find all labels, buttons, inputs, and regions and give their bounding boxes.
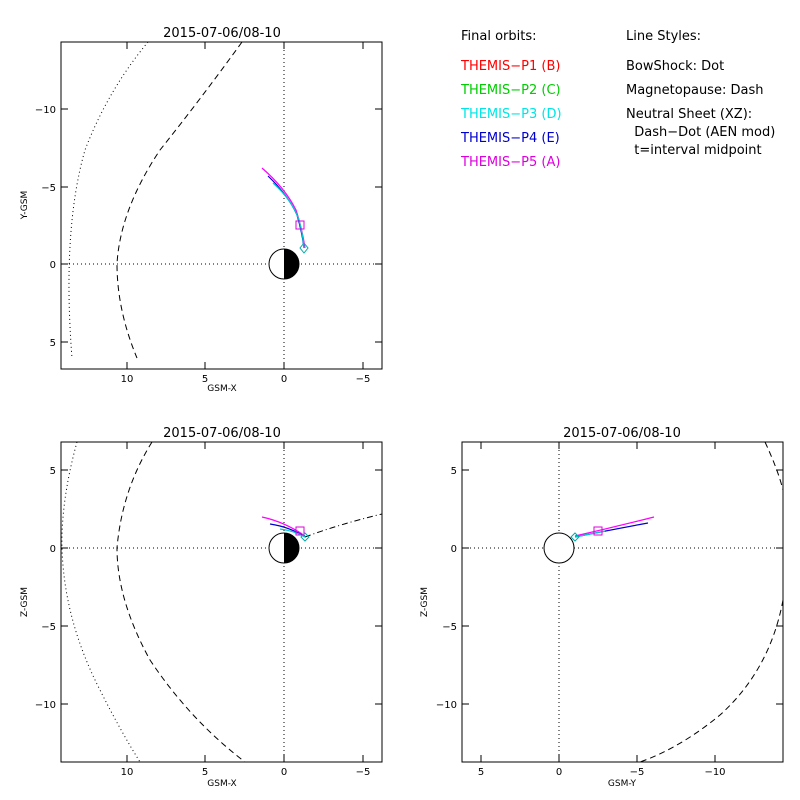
panel-xz-xlabel: GSM-X: [207, 779, 236, 789]
magnetopause-line: [639, 599, 784, 763]
panel-xy-ytick: −5: [41, 183, 56, 194]
neutral-sheet-line: [304, 513, 383, 538]
panel-xz-ytick: −10: [35, 700, 56, 711]
panel-yz-xlabel: GSM-Y: [608, 779, 637, 789]
orbit-p3: [279, 528, 306, 538]
panel-yz-xtick: −5: [630, 767, 645, 778]
bow-shock-line: [68, 41, 149, 359]
orbit-p5: [261, 516, 306, 537]
earth-night-side: [284, 533, 299, 563]
legend-probe-p4: THEMIS−P4 (E): [460, 131, 560, 146]
legend-orbits-heading: Final orbits:: [461, 29, 537, 44]
panel-xy-xtick: 5: [202, 374, 208, 385]
panel-yz-xtick: 0: [556, 767, 562, 778]
panel-yz-title: 2015-07-06/08-10: [563, 426, 681, 441]
legend-probe-p5: THEMIS−P5 (A): [460, 155, 560, 170]
panel-xy-ylabel: Y-GSM: [20, 191, 30, 220]
panel-xz-xtick: 5: [202, 767, 208, 778]
probe-p3-marker: [299, 242, 309, 254]
panel-xy-ytick: 0: [50, 260, 56, 271]
panel-xy: 2015-07-06/08-10 10 5 0 −5 −10 −5 0 5 GS…: [20, 26, 383, 394]
panel-yz-frame: [461, 441, 784, 763]
probe-p3-marker: [300, 532, 310, 542]
panel-xy-ytick: −10: [35, 105, 56, 116]
earth-night-side: [284, 249, 299, 279]
panel-xz-xtick: 10: [121, 767, 134, 778]
panel-xy-xtick: 10: [121, 374, 134, 385]
panel-yz-ytick: −5: [442, 622, 457, 633]
probe-p3-marker: [570, 532, 580, 542]
orbit-p5: [574, 516, 655, 537]
panel-xy-xtick: −5: [356, 374, 371, 385]
orbit-p3: [574, 530, 606, 538]
panel-xy-ytick: 5: [50, 338, 56, 349]
magnetopause-line: [764, 441, 784, 491]
panel-xz: 2015-07-06/08-10 10 5 0 −5 5 0 −5 −10 GS…: [20, 426, 383, 789]
panel-xz-xtick: −5: [356, 767, 371, 778]
orbit-p3: [272, 182, 305, 249]
legend-style-magnetopause: Magnetopause: Dash: [626, 83, 763, 98]
panel-yz-ylabel: Z-GSM: [420, 587, 430, 617]
panel-xy-xtick: 0: [281, 374, 287, 385]
legend-probe-p2: THEMIS−P2 (C): [460, 83, 561, 98]
panel-xy-frame: [60, 41, 383, 370]
panel-yz-ytick: 5: [451, 466, 457, 477]
panel-yz-ticks: [462, 442, 783, 762]
legend-style-midpoint: t=interval midpoint: [626, 143, 762, 158]
panel-yz-ytick: 0: [451, 544, 457, 555]
panel-xy-xlabel: GSM-X: [207, 384, 236, 394]
panel-xz-title: 2015-07-06/08-10: [163, 426, 281, 441]
probe-p5-marker: [593, 526, 603, 536]
bow-shock-line: [61, 441, 141, 763]
panel-xz-ytick: 0: [50, 544, 56, 555]
orbit-p4: [267, 175, 305, 249]
legend-style-bowshock: BowShock: Dot: [626, 59, 724, 74]
probe-p5-marker: [295, 526, 305, 536]
earth-icon: [543, 532, 575, 564]
panel-xz-frame: [60, 441, 383, 763]
legend: Final orbits: THEMIS−P1 (B) THEMIS−P2 (C…: [460, 29, 775, 170]
legend-style-dash-dot: Dash−Dot (AEN mod): [626, 125, 775, 140]
panel-xz-ytick: −5: [41, 622, 56, 633]
panel-xy-title: 2015-07-06/08-10: [163, 26, 281, 41]
panel-yz-xtick: −10: [704, 767, 725, 778]
panel-xz-ytick: 5: [50, 466, 56, 477]
panel-yz-ytick: −10: [436, 700, 457, 711]
panel-yz: 2015-07-06/08-10 5 0 −5 −10 5 0 −5 −10 G…: [420, 426, 784, 789]
legend-probe-p3: THEMIS−P3 (D): [460, 107, 562, 122]
legend-probe-p1: THEMIS−P1 (B): [460, 59, 560, 74]
panel-xz-xtick: 0: [281, 767, 287, 778]
panel-yz-xtick: 5: [478, 767, 484, 778]
magnetopause-line: [116, 41, 243, 359]
panel-xz-ylabel: Z-GSM: [20, 587, 30, 617]
probe-p5-marker: [295, 220, 305, 230]
legend-styles-heading: Line Styles:: [626, 29, 701, 44]
legend-style-neutral-sheet: Neutral Sheet (XZ):: [626, 107, 752, 122]
panel-xy-ticks: [61, 42, 382, 369]
panel-xz-ticks: [61, 442, 382, 762]
orbit-p5: [261, 167, 306, 249]
magnetopause-line: [116, 441, 246, 763]
